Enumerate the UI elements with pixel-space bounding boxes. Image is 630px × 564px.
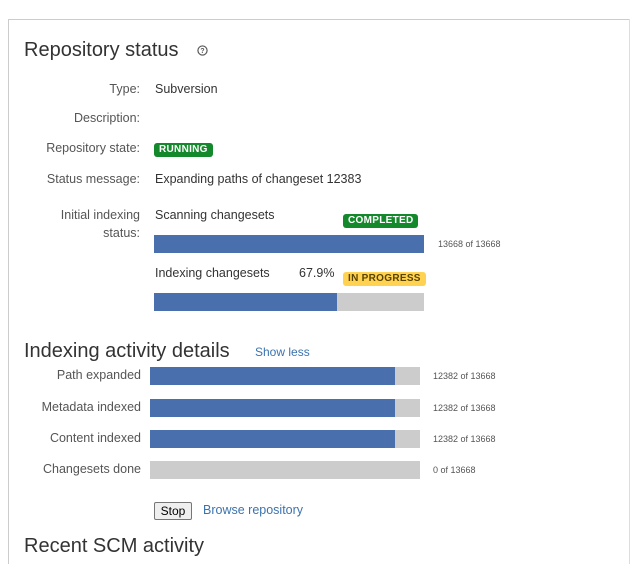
top-divider <box>8 19 630 20</box>
activity-row-count: 12382 of 13668 <box>433 434 496 444</box>
completed-badge: COMPLETED <box>343 214 419 228</box>
description-label: Description: <box>74 111 140 125</box>
activity-row-count: 12382 of 13668 <box>433 371 496 381</box>
scanning-changesets-label: Scanning changesets <box>155 208 275 222</box>
status-message-value: Expanding paths of changeset 12383 <box>155 172 362 186</box>
indexing-changesets-label: Indexing changesets <box>155 266 270 280</box>
activity-row-progress-bar <box>150 430 420 448</box>
activity-row-progress-fill <box>150 399 395 417</box>
activity-row-progress-bar <box>150 461 420 479</box>
activity-row-label: Path expanded <box>56 368 141 382</box>
activity-row-label: Content indexed <box>49 431 141 445</box>
status-message-label: Status message: <box>46 172 140 186</box>
scanning-progress-bar <box>154 235 424 253</box>
initial-indexing-label: Initial indexing <box>60 208 140 222</box>
indexing-progress-bar <box>154 293 424 311</box>
indexing-activity-title: Indexing activity details <box>24 340 230 362</box>
repository-state-label: Repository state: <box>46 141 140 155</box>
in-progress-badge: IN PROGRESS <box>343 272 426 286</box>
activity-row-count: 0 of 13668 <box>433 465 476 475</box>
help-icon[interactable]: ? <box>197 45 208 56</box>
initial-indexing-label-status: status: <box>103 226 140 240</box>
scanning-count: 13668 of 13668 <box>438 239 501 249</box>
stop-button[interactable]: Stop <box>154 502 192 520</box>
browse-repository-link[interactable]: Browse repository <box>203 503 304 517</box>
activity-row-count: 12382 of 13668 <box>433 403 496 413</box>
repository-status-title: Repository status <box>24 39 179 61</box>
indexing-percent: 67.9% <box>299 266 335 280</box>
recent-scm-activity-title: Recent SCM activity <box>24 535 205 557</box>
activity-row-label: Metadata indexed <box>41 400 141 414</box>
activity-row-label: Changesets done <box>43 462 141 476</box>
indexing-progress-fill <box>154 293 338 311</box>
activity-row-progress-bar <box>150 399 420 417</box>
left-divider <box>8 19 9 564</box>
type-label: Type: <box>109 82 140 96</box>
running-badge: RUNNING <box>154 143 213 157</box>
activity-row-progress-fill <box>150 367 395 385</box>
show-less-link[interactable]: Show less <box>255 345 310 359</box>
scanning-progress-fill <box>154 235 424 253</box>
activity-row-progress-fill <box>150 430 395 448</box>
activity-row-progress-bar <box>150 367 420 385</box>
type-value: Subversion <box>155 82 218 96</box>
svg-text:?: ? <box>200 48 204 55</box>
